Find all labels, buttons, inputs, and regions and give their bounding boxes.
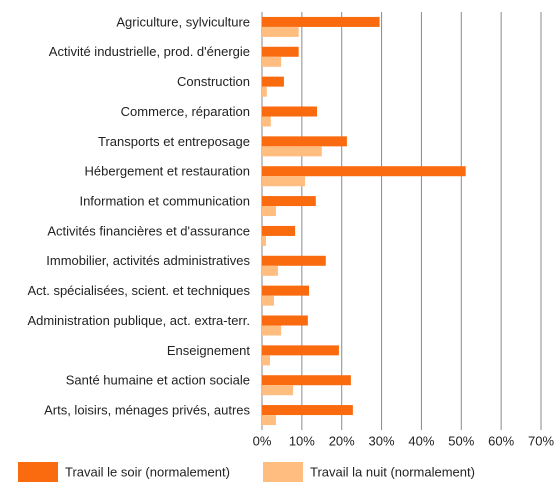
y-tick-label: Construction	[177, 74, 250, 89]
bar	[262, 206, 276, 217]
bar	[262, 265, 278, 276]
bar	[262, 196, 316, 207]
y-tick-label: Activités financières et d'assurance	[47, 223, 250, 238]
y-tick-label: Administration publique, act. extra-terr…	[27, 313, 250, 328]
bar	[262, 315, 308, 326]
bar	[262, 405, 353, 416]
x-tick-label: 50%	[448, 433, 474, 448]
bar	[262, 46, 299, 57]
y-tick-label: Enseignement	[167, 343, 250, 358]
bar	[262, 16, 380, 27]
bar	[262, 345, 339, 356]
bar	[262, 285, 310, 296]
y-tick-label: Arts, loisirs, ménages privés, autres	[44, 403, 250, 418]
legend-label: Travail le soir (normalement)	[65, 464, 230, 479]
bar	[262, 235, 266, 246]
x-tick-label: 30%	[369, 433, 395, 448]
bar	[262, 375, 351, 386]
x-tick-label: 70%	[528, 433, 554, 448]
bar	[262, 136, 347, 147]
legend-label: Travail la nuit (normalement)	[310, 464, 475, 479]
bar	[262, 146, 322, 157]
bar	[262, 295, 274, 306]
y-tick-label: Transports et entreposage	[98, 134, 250, 149]
bar	[262, 116, 271, 127]
bar	[262, 86, 267, 97]
bar	[262, 76, 284, 87]
bar	[262, 106, 318, 117]
bar	[262, 385, 294, 396]
bar	[262, 225, 296, 236]
bar	[262, 355, 270, 366]
y-tick-label: Immobilier, activités administratives	[46, 253, 250, 268]
bar	[262, 415, 276, 426]
y-tick-label: Commerce, réparation	[121, 104, 250, 119]
bar	[262, 325, 282, 336]
x-tick-label: 60%	[488, 433, 514, 448]
y-tick-label: Santé humaine et action sociale	[66, 373, 250, 388]
bar	[262, 166, 466, 177]
bar	[262, 56, 282, 67]
bar	[262, 255, 326, 266]
bar	[262, 26, 299, 37]
y-tick-label: Hébergement et restauration	[85, 164, 250, 179]
x-tick-label: 20%	[329, 433, 355, 448]
y-tick-label: Activité industrielle, prod. d'énergie	[49, 44, 250, 59]
bar	[262, 176, 306, 187]
y-tick-label: Agriculture, sylviculture	[116, 14, 250, 29]
legend-swatch	[18, 462, 58, 482]
y-tick-label: Information et communication	[79, 194, 250, 209]
y-tick-label: Act. spécialisées, scient. et techniques	[27, 283, 250, 298]
x-tick-label: 40%	[408, 433, 434, 448]
x-tick-label: 10%	[289, 433, 315, 448]
legend-swatch	[263, 462, 303, 482]
x-tick-label: 0%	[253, 433, 272, 448]
